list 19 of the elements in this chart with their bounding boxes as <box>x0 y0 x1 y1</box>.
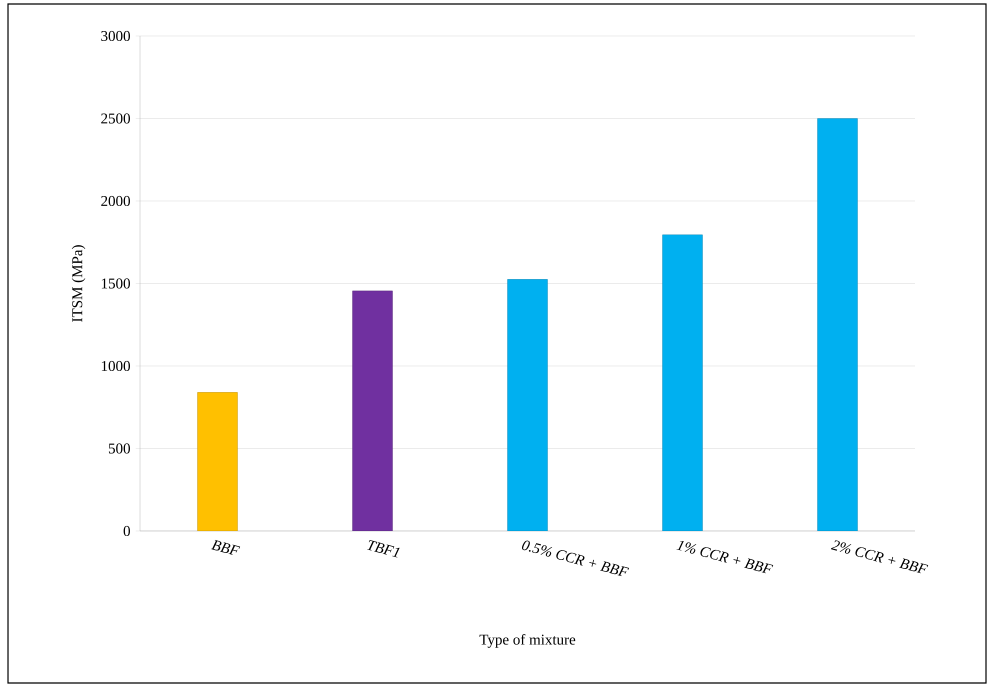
y-tick-label: 2500 <box>101 113 130 124</box>
y-axis-title: ITSM (MPa) <box>72 245 86 322</box>
x-tick-label: 1% CCR + BBF <box>676 540 774 574</box>
bar <box>352 290 393 531</box>
x-tick-label: 0.5% CCR + BBF <box>522 540 630 576</box>
x-axis-title: Type of mixture <box>480 634 576 648</box>
bar <box>507 279 548 531</box>
x-tick-label: TBF1 <box>367 540 400 558</box>
y-tick-label: 1500 <box>102 278 130 289</box>
y-tick-label: 0 <box>124 526 130 536</box>
bar <box>817 118 858 531</box>
y-tick-label: 3000 <box>101 30 130 42</box>
x-tick-label: BBF <box>211 540 240 555</box>
bar <box>662 234 703 531</box>
y-tick-label: 1000 <box>102 360 130 372</box>
x-tick-label: 2% CCR + BBF <box>830 540 928 574</box>
bar <box>197 392 238 531</box>
y-tick-label: 2000 <box>101 196 130 206</box>
y-tick-label: 500 <box>108 443 130 454</box>
